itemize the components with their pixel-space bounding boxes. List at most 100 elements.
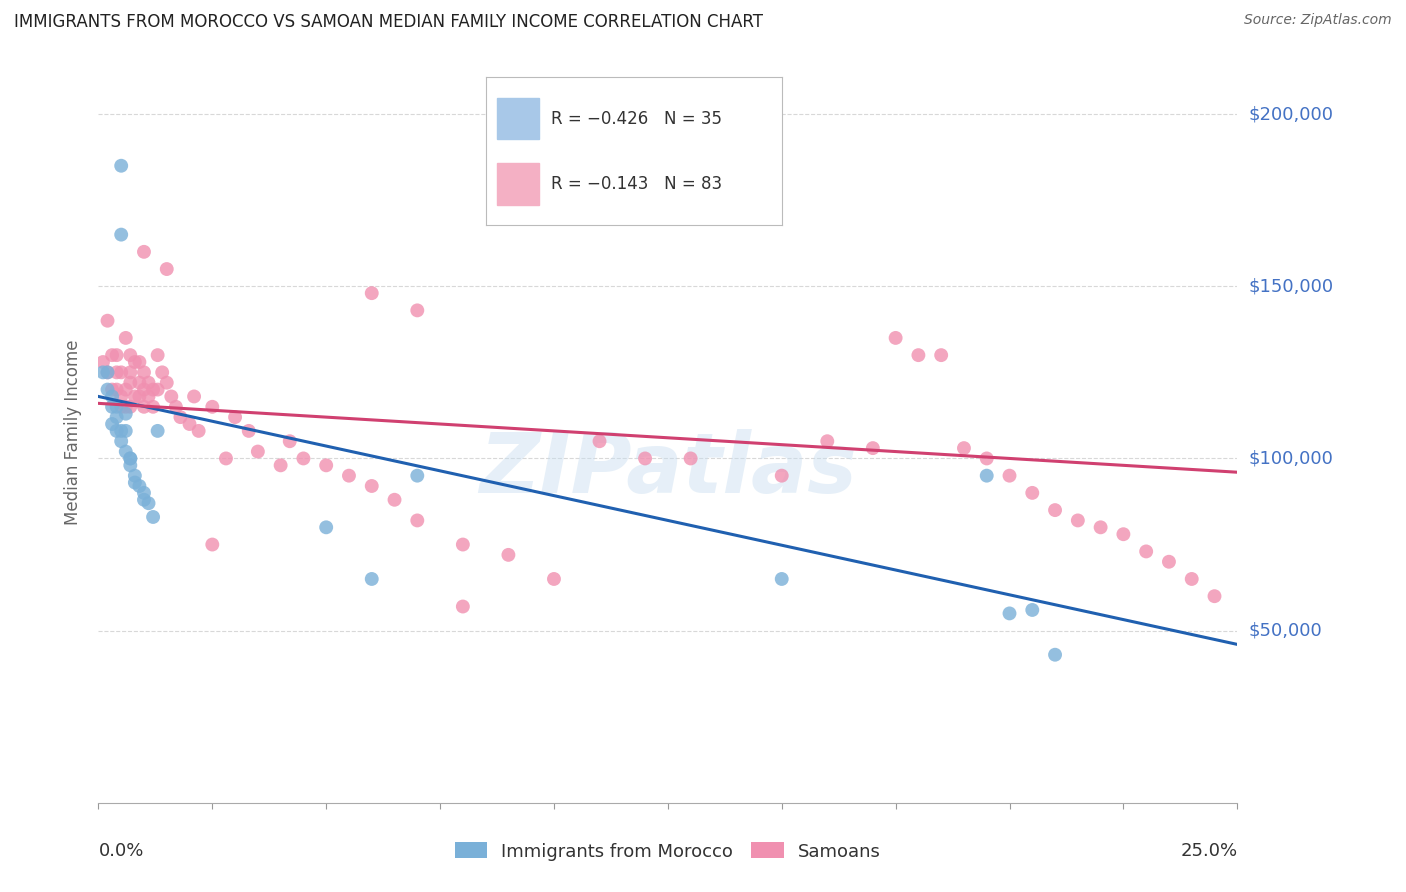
Point bbox=[770, 468, 793, 483]
Point bbox=[138, 389, 160, 403]
Point bbox=[101, 417, 124, 431]
Point bbox=[156, 376, 179, 390]
Point bbox=[315, 520, 337, 534]
Legend: Immigrants from Morocco, Samoans: Immigrants from Morocco, Samoans bbox=[447, 835, 889, 868]
Point bbox=[360, 479, 382, 493]
Point bbox=[120, 400, 142, 414]
Point bbox=[976, 468, 998, 483]
Point bbox=[1021, 486, 1043, 500]
Point bbox=[169, 410, 191, 425]
Text: $50,000: $50,000 bbox=[1249, 622, 1322, 640]
Text: 0.0%: 0.0% bbox=[98, 842, 143, 860]
Point bbox=[201, 400, 224, 414]
Point bbox=[120, 451, 142, 466]
Point bbox=[998, 607, 1021, 621]
Point bbox=[543, 572, 565, 586]
Point bbox=[128, 376, 150, 390]
Point bbox=[451, 537, 474, 551]
Point bbox=[132, 486, 155, 500]
Point bbox=[105, 400, 128, 414]
Point bbox=[1157, 555, 1180, 569]
Point bbox=[224, 410, 246, 425]
Point bbox=[96, 365, 118, 379]
Point bbox=[953, 441, 976, 455]
Point bbox=[1112, 527, 1135, 541]
Point bbox=[101, 400, 124, 414]
Point bbox=[292, 451, 315, 466]
Point bbox=[1090, 520, 1112, 534]
Point bbox=[156, 262, 179, 277]
Point bbox=[384, 492, 406, 507]
Point bbox=[360, 286, 382, 301]
Point bbox=[114, 400, 136, 414]
Point bbox=[101, 389, 124, 403]
Point bbox=[124, 389, 146, 403]
Point bbox=[1181, 572, 1204, 586]
Text: ZIPatlas: ZIPatlas bbox=[479, 429, 856, 510]
Point bbox=[142, 510, 165, 524]
Text: $200,000: $200,000 bbox=[1249, 105, 1333, 123]
Point bbox=[150, 365, 173, 379]
Point bbox=[120, 451, 142, 466]
Point bbox=[634, 451, 657, 466]
Point bbox=[105, 365, 128, 379]
Point bbox=[142, 400, 165, 414]
Point bbox=[114, 424, 136, 438]
Point bbox=[132, 365, 155, 379]
Point bbox=[1204, 589, 1226, 603]
Point bbox=[91, 365, 114, 379]
Point bbox=[998, 468, 1021, 483]
Text: 25.0%: 25.0% bbox=[1180, 842, 1237, 860]
Point bbox=[146, 348, 169, 362]
Point bbox=[815, 434, 838, 449]
Point bbox=[120, 348, 142, 362]
Point bbox=[360, 572, 382, 586]
Point bbox=[128, 355, 150, 369]
Point bbox=[498, 548, 520, 562]
Point bbox=[201, 537, 224, 551]
Point bbox=[315, 458, 337, 473]
Point bbox=[132, 244, 155, 259]
Point bbox=[1067, 513, 1090, 527]
Point bbox=[215, 451, 238, 466]
Point bbox=[1043, 503, 1066, 517]
Point bbox=[114, 331, 136, 345]
Point bbox=[110, 424, 132, 438]
Point bbox=[124, 468, 146, 483]
Point bbox=[120, 365, 142, 379]
Point bbox=[1043, 648, 1066, 662]
Point bbox=[337, 468, 360, 483]
Point bbox=[138, 496, 160, 510]
Point bbox=[770, 572, 793, 586]
Point bbox=[128, 479, 150, 493]
Text: Source: ZipAtlas.com: Source: ZipAtlas.com bbox=[1244, 13, 1392, 28]
Point bbox=[146, 424, 169, 438]
Point bbox=[1021, 603, 1043, 617]
Point bbox=[406, 513, 429, 527]
Point bbox=[120, 376, 142, 390]
Point bbox=[679, 451, 702, 466]
Point bbox=[238, 424, 260, 438]
Text: IMMIGRANTS FROM MOROCCO VS SAMOAN MEDIAN FAMILY INCOME CORRELATION CHART: IMMIGRANTS FROM MOROCCO VS SAMOAN MEDIAN… bbox=[14, 13, 763, 31]
Point bbox=[132, 383, 155, 397]
Point bbox=[588, 434, 610, 449]
Point bbox=[124, 355, 146, 369]
Point bbox=[146, 383, 169, 397]
Point bbox=[929, 348, 952, 362]
Point bbox=[976, 451, 998, 466]
Point bbox=[406, 303, 429, 318]
Point bbox=[105, 383, 128, 397]
Point bbox=[110, 159, 132, 173]
Point bbox=[110, 434, 132, 449]
Point bbox=[114, 444, 136, 458]
Text: $100,000: $100,000 bbox=[1249, 450, 1333, 467]
Point bbox=[110, 365, 132, 379]
Point bbox=[105, 424, 128, 438]
Point bbox=[278, 434, 301, 449]
Point bbox=[124, 475, 146, 490]
Point bbox=[142, 383, 165, 397]
Point bbox=[1135, 544, 1157, 558]
Point bbox=[110, 389, 132, 403]
Point bbox=[110, 400, 132, 414]
Point bbox=[179, 417, 201, 431]
